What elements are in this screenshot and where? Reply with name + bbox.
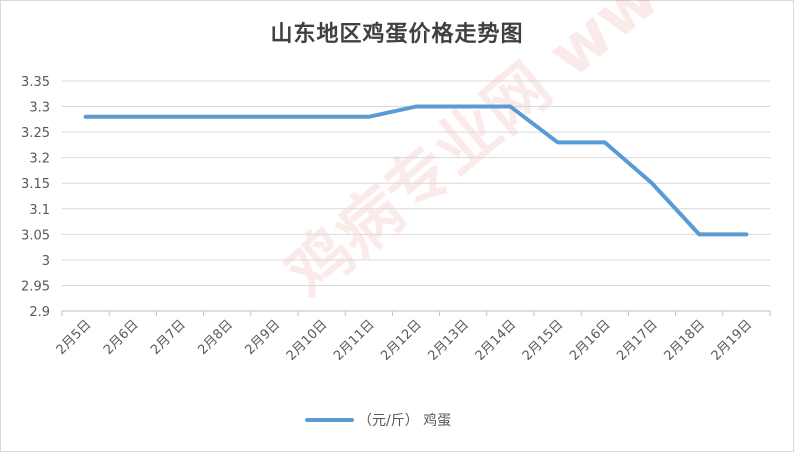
y-tick-label: 3.35	[21, 75, 50, 90]
legend-label: （元/斤） 鸡蛋	[358, 412, 451, 429]
x-tick-label: 2月6日	[101, 317, 142, 358]
watermark: 鸡病专业网 www.jbzyw.com	[273, 0, 794, 312]
chart-title: 山东地区鸡蛋价格走势图	[270, 22, 524, 47]
y-tick-label: 2.9	[29, 305, 50, 320]
y-tick-label: 3.05	[21, 228, 50, 243]
y-tick-label: 3	[42, 254, 50, 269]
x-tick-label: 2月15日	[520, 317, 567, 364]
y-tick-label: 3.1	[29, 203, 50, 218]
x-tick-label: 2月19日	[709, 317, 756, 364]
x-axis: 2月5日 2月6日 2月7日 2月8日 2月9日 2月10日 2月11日 2月12日 2月13日…	[54, 311, 771, 364]
x-tick-label: 2月13日	[425, 317, 472, 364]
x-tick-label: 2月10日	[284, 317, 331, 364]
x-tick-label: 2月9日	[243, 317, 284, 358]
x-tick-label: 2月7日	[148, 317, 189, 358]
y-tick-label: 2.95	[21, 279, 50, 294]
y-tick-label: 3.15	[21, 177, 50, 192]
x-tick-label: 2月17日	[614, 317, 661, 364]
x-tick-label: 2月18日	[661, 317, 708, 364]
y-tick-label: 3.3	[29, 101, 50, 116]
series-layer	[83, 104, 749, 237]
x-tick-label: 2月8日	[195, 317, 236, 358]
x-tick-label: 2月11日	[331, 317, 378, 364]
series-line	[83, 104, 749, 237]
legend: （元/斤） 鸡蛋	[305, 412, 451, 429]
x-tick-label: 2月16日	[567, 317, 614, 364]
x-tick-label: 2月12日	[378, 317, 425, 364]
watermark-text: 鸡病专业网 www.jbzyw.com	[273, 0, 794, 312]
y-axis: 2.9 2.95 3 3.05 3.1 3.15 3.2 3.25 3.3 3.35	[21, 75, 50, 320]
x-tick-label: 2月5日	[54, 317, 95, 358]
x-tick-label: 2月14日	[473, 317, 520, 364]
y-tick-label: 3.25	[21, 126, 50, 141]
y-tick-label: 3.2	[29, 152, 50, 167]
